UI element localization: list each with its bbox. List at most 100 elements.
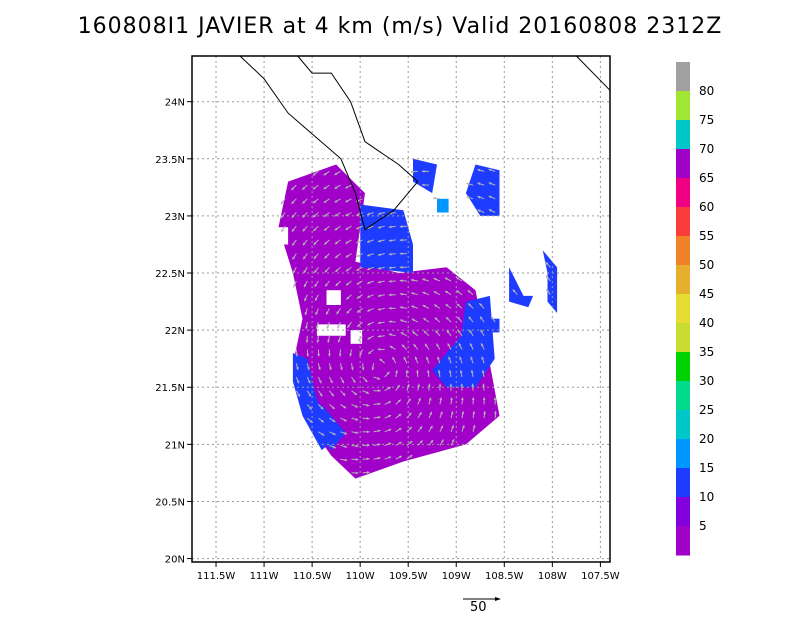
wind-vector-head — [334, 227, 338, 231]
wind-vector-head — [309, 406, 312, 410]
wind-vector-head — [448, 370, 452, 373]
wind-vector-head — [471, 383, 475, 387]
wind-vector-head — [429, 411, 432, 415]
speed-region-10 — [465, 164, 500, 216]
wind-vector-head — [449, 383, 453, 387]
colorbar-label: 15 — [699, 461, 714, 475]
wind-vector-head — [411, 318, 415, 322]
wind-vector-head — [488, 182, 492, 185]
colorbar-segment — [676, 323, 690, 353]
wind-vector-head — [324, 269, 328, 273]
wind-vector-head — [399, 252, 403, 256]
wind-vector-head — [439, 397, 443, 401]
wind-vector-head — [412, 331, 416, 335]
wind-vector-head — [356, 254, 360, 257]
wind-vector-head — [377, 294, 381, 297]
wind-vector-head — [468, 303, 471, 307]
wind-vector-head — [356, 226, 360, 230]
wind-vector-head — [440, 425, 444, 429]
wind-vector-head — [344, 431, 348, 435]
wind-vector-head — [281, 229, 284, 232]
wind-vector-head — [426, 356, 429, 360]
speed-region-10 — [413, 158, 437, 194]
wind-vector-head — [389, 345, 393, 349]
speed-region-10 — [312, 404, 346, 451]
wind-vector-head — [307, 380, 311, 384]
wind-vector-head — [355, 431, 359, 434]
wind-vector-head — [328, 353, 331, 357]
wind-vector-head — [388, 306, 392, 310]
wind-vector-head — [304, 284, 307, 288]
wind-vector-head — [379, 358, 383, 362]
wind-vector-head — [345, 213, 349, 216]
wind-vector-head — [477, 195, 481, 199]
wind-vector-head — [313, 256, 317, 259]
x-tick-label: 108W — [538, 571, 567, 582]
wind-vector-head — [437, 370, 441, 373]
wind-vector-head — [377, 402, 381, 406]
wind-vector-head — [355, 458, 359, 461]
y-axis: 24N 23.5N 23N 22.5N 22N 21.5N 21N 20.5N 20N — [155, 98, 192, 566]
wind-vector-head — [388, 225, 392, 229]
wind-vector-head — [371, 367, 375, 371]
wind-vector-head — [450, 411, 454, 415]
colorbar-label: 35 — [699, 345, 714, 359]
wind-vector-head — [366, 391, 369, 394]
wind-vector-head — [296, 380, 300, 384]
wind-vector-head — [392, 357, 395, 360]
wind-vector-head — [280, 201, 284, 205]
wind-vector-head — [408, 412, 412, 416]
wind-vector-head — [469, 343, 473, 347]
wind-vector-head — [347, 324, 351, 328]
wind-vector-head — [458, 343, 462, 347]
wind-vector-head — [343, 405, 347, 409]
wind-vector-head — [297, 393, 300, 397]
wind-vector-head — [403, 356, 407, 360]
wind-vector-head — [305, 340, 309, 343]
wind-vector-head — [456, 277, 460, 280]
wind-vector-head — [472, 411, 476, 414]
wind-vector-head — [319, 393, 323, 397]
wind-vector-head — [377, 321, 381, 325]
wind-vector-head — [318, 380, 322, 384]
wind-vector-head — [345, 254, 349, 258]
plot-frame — [191, 55, 611, 563]
wind-vector-head — [321, 432, 325, 436]
wind-vector-head — [354, 404, 358, 408]
wind-vector-head — [427, 383, 431, 387]
wind-vector-head — [422, 291, 426, 295]
colorbar-label: 50 — [699, 258, 714, 272]
wind-vector-head — [388, 415, 392, 418]
x-tick-label: 111.5W — [197, 571, 236, 582]
no-data-gap — [316, 324, 346, 336]
wind-vector-head — [377, 377, 381, 380]
colorbar-segment — [676, 236, 690, 266]
wind-vector-head — [435, 330, 439, 334]
wind-vector-head — [419, 426, 423, 430]
wind-vector-head — [356, 282, 360, 285]
wind-vector-head — [304, 312, 308, 316]
wind-vector-head — [377, 456, 381, 460]
wind-vector-head — [494, 411, 497, 414]
wind-vector-head — [477, 168, 481, 172]
wind-vector-head — [388, 239, 392, 242]
wind-vector-head — [414, 356, 418, 360]
wind-vector-head — [399, 238, 403, 242]
wind-vector-head — [377, 416, 381, 419]
y-tick-label: 24N — [165, 98, 185, 109]
wind-vector-head — [377, 212, 381, 215]
wind-vector-head — [482, 397, 486, 400]
colorbar-segment — [676, 352, 690, 382]
wind-vector-head — [302, 200, 306, 204]
wind-vector-head — [313, 228, 317, 232]
wind-vector-head — [377, 280, 381, 284]
wind-vector-head — [399, 292, 403, 296]
y-tick-label: 21.5N — [155, 383, 185, 394]
wind-vector-head — [388, 442, 392, 446]
wind-vector-head — [429, 425, 433, 429]
wind-vector-head — [345, 268, 349, 272]
wind-vector-head — [456, 290, 460, 294]
wind-vector-head — [314, 283, 318, 287]
wind-vector-head — [493, 397, 497, 400]
wind-vector-head — [367, 253, 370, 257]
